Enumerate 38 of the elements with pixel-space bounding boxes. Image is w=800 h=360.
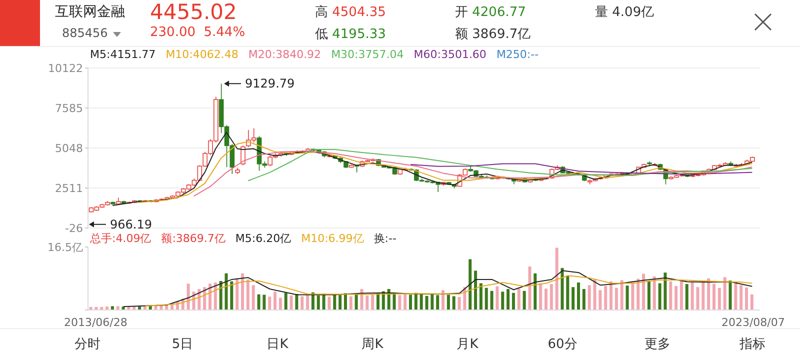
text: M20:3840.92 xyxy=(248,48,322,61)
y-tick-label: 16.5亿 xyxy=(48,240,83,254)
text: M30:3757.04 xyxy=(331,48,404,61)
text: 230.00 5.44% xyxy=(150,25,246,40)
text: M10:4062.48 xyxy=(166,48,238,61)
text: 开 4206.77 xyxy=(455,4,526,21)
text: M250:-- xyxy=(496,48,539,61)
text: 5日 xyxy=(170,336,194,353)
text: M5:4151.77 xyxy=(90,48,156,61)
y-tick-label: 7585 xyxy=(55,102,83,115)
text: 日K xyxy=(266,336,290,353)
text: 低 4195.33 xyxy=(315,26,386,43)
text: 月K xyxy=(456,336,480,353)
text: 换:-- xyxy=(374,231,396,246)
text: 分时 xyxy=(74,336,102,353)
text: M60:3501.60 xyxy=(414,48,486,61)
text: M10:6.99亿 xyxy=(301,231,364,246)
x-tick-label: 2013/06/28 xyxy=(64,316,128,329)
text: 60分 xyxy=(546,336,578,353)
text: 互联网金融 xyxy=(55,3,125,21)
text: 额 3869.7亿 xyxy=(455,26,531,43)
text: 周K xyxy=(360,336,384,353)
text: 量 4.09亿 xyxy=(595,4,654,21)
text: 更多 xyxy=(644,336,672,353)
text: 指标 xyxy=(738,336,766,353)
text: 4455.02 xyxy=(150,0,237,24)
text: 885456 xyxy=(62,26,108,40)
text: 额:3869.7亿 xyxy=(161,231,226,246)
y-tick-label: -26 xyxy=(65,222,83,235)
text: 总手:4.09亿 xyxy=(90,231,152,246)
x-tick-label: 2023/08/07 xyxy=(721,316,785,329)
text: 高 4504.35 xyxy=(315,4,386,21)
annotation: 9129.79 xyxy=(245,76,295,91)
annotation: 966.19 xyxy=(110,217,152,232)
y-tick-label: 10122 xyxy=(48,62,83,75)
y-tick-label: 2511 xyxy=(55,182,83,195)
y-tick-label: 5048 xyxy=(55,142,83,155)
text: M5:6.20亿 xyxy=(235,231,292,246)
